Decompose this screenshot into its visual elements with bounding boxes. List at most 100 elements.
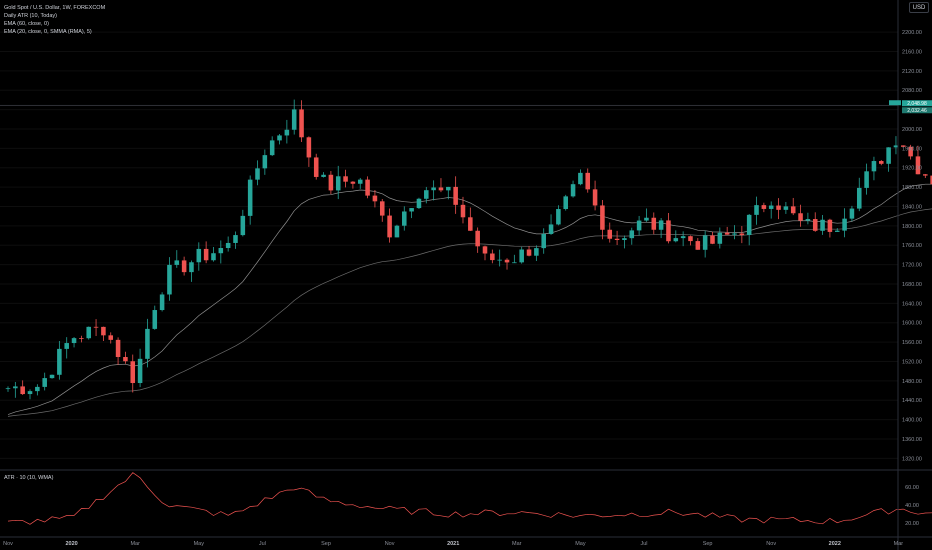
candle-body [49, 374, 55, 379]
candle-body [35, 386, 40, 392]
candle-body [842, 218, 847, 231]
candle-body [460, 204, 466, 218]
time-tick-label: 2021 [447, 541, 459, 547]
time-tick-label: Mar [130, 541, 140, 547]
candle-body [475, 230, 480, 247]
time-tick-label: Nov [385, 541, 395, 547]
candle-body [783, 206, 789, 210]
candle-body [306, 137, 312, 158]
candle-body [886, 147, 891, 164]
currency-button[interactable]: USD [909, 2, 929, 13]
price-tick-label: 2120.00 [902, 69, 922, 75]
time-tick-label: Nov [3, 541, 13, 547]
candle-body [702, 235, 708, 250]
time-tick-label: May [575, 541, 586, 547]
candle-body [724, 232, 730, 235]
candle-body [321, 174, 326, 177]
candle-body [827, 219, 833, 232]
time-axis[interactable]: Nov 2020 Mar May Jul Sep Nov 2021 Mar May Jul Sep No… [3, 541, 932, 547]
candle-body [761, 205, 767, 209]
ema-20-path [7, 183, 932, 415]
candle-body [805, 219, 811, 221]
price-tick-label: 1960.00 [902, 146, 922, 152]
candle-body [233, 235, 238, 243]
price-tick-label: 1680.00 [902, 282, 922, 288]
candle-body [277, 135, 282, 141]
candle-body [20, 386, 25, 395]
candle-body [930, 175, 932, 185]
indicator-ema-60[interactable]: EMA (60, close, 0) [4, 21, 49, 27]
atr-line [7, 472, 932, 525]
candle-body [790, 206, 796, 214]
candle-body [732, 233, 737, 235]
ema-20-line [7, 183, 932, 415]
time-tick-label: Mar [512, 541, 522, 547]
close-price-badge [902, 100, 932, 107]
atr-tick-label: 60.00 [905, 485, 919, 491]
candle-body [541, 233, 546, 249]
candle-body [101, 326, 106, 336]
ema-60-path [7, 208, 932, 417]
candle-body [387, 215, 392, 238]
candle-body [512, 262, 517, 264]
candle-body [64, 343, 69, 349]
candle-body [812, 219, 818, 231]
time-tick-label: 2022 [829, 541, 841, 547]
candle-body [365, 179, 370, 196]
candle-body [262, 155, 268, 169]
ema-price-text: 2,032.46 [907, 108, 927, 114]
candle-body [115, 339, 121, 358]
price-axis[interactable]: 1320.00 1360.00 1400.00 1440.00 1480.00 1520.… [889, 0, 932, 550]
candle-body [174, 260, 180, 265]
candle-body [666, 220, 671, 242]
candle-body [879, 161, 884, 164]
candle-body [592, 189, 598, 206]
candle-body [534, 248, 539, 256]
price-tick-label: 1720.00 [902, 263, 922, 269]
candle-body [849, 208, 855, 219]
close-price-text: 2,048.98 [907, 101, 927, 107]
candle-body [5, 388, 11, 390]
candle-body [93, 326, 99, 328]
atr-pane[interactable] [7, 472, 932, 528]
candles[interactable] [5, 87, 932, 400]
candle-body [570, 184, 576, 197]
candle-body [71, 338, 77, 344]
candle-body [189, 262, 194, 273]
atr-tick-label: 40.00 [905, 503, 919, 509]
candle-body [746, 214, 752, 235]
candle-body [446, 186, 451, 191]
candle-body [203, 248, 209, 261]
time-tick-label: Sep [321, 541, 331, 547]
symbol-title[interactable]: Gold Spot / U.S. Dollar, 1W, FOREXCOM [4, 5, 106, 11]
price-tick-label: 1600.00 [902, 321, 922, 327]
candle-body [490, 253, 495, 261]
candle-body [211, 253, 216, 261]
atr-legend[interactable]: ATR · 10 (10, WMA) [4, 475, 54, 481]
price-tick-label: 1640.00 [902, 301, 922, 307]
indicator-atr-daily[interactable]: Daily ATR (10, Today) [4, 13, 57, 19]
candle-body [86, 326, 91, 339]
candle-body [856, 187, 862, 209]
candle-body [145, 328, 150, 359]
candle-body [578, 172, 583, 185]
candle-body [607, 229, 613, 239]
candle-body [629, 230, 635, 239]
atr-tick-label: 20.00 [905, 521, 919, 527]
candle-body [291, 109, 297, 130]
candle-body [372, 195, 378, 202]
candle-body [923, 174, 928, 176]
price-tick-label: 2160.00 [902, 49, 922, 55]
price-label-tag [889, 100, 901, 106]
price-tick-label: 1840.00 [902, 204, 922, 210]
candle-body [468, 217, 473, 231]
indicator-ema-20[interactable]: EMA (20, close, 0, SMMA (RMA), 5) [4, 29, 92, 35]
candle-body [218, 248, 224, 254]
candle-body [636, 220, 642, 231]
price-tick-label: 1560.00 [902, 340, 922, 346]
time-tick-label: May [194, 541, 205, 547]
candle-body [710, 235, 715, 244]
candle-body [181, 260, 187, 273]
candle-body [526, 249, 532, 256]
